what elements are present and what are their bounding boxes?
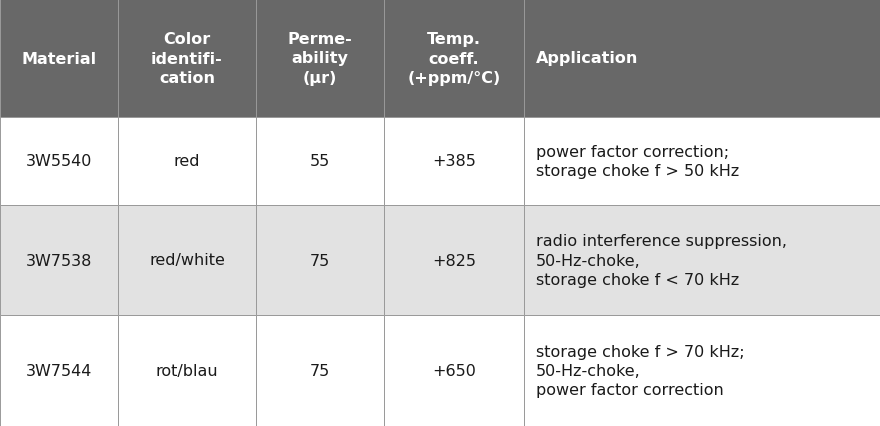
Bar	[384, 315, 524, 426]
Bar	[524, 205, 880, 315]
Bar	[118, 315, 256, 426]
Bar	[384, 0, 524, 118]
Bar	[524, 0, 880, 118]
Bar	[118, 118, 256, 205]
Bar	[384, 205, 524, 315]
Text: Material: Material	[21, 52, 97, 66]
Text: storage choke f > 70 kHz;
50-Hz-choke,
power factor correction: storage choke f > 70 kHz; 50-Hz-choke, p…	[536, 344, 744, 397]
Bar	[0, 205, 118, 315]
Bar	[384, 118, 524, 205]
Bar	[256, 205, 384, 315]
Text: 3W7538: 3W7538	[26, 253, 92, 268]
Bar	[256, 315, 384, 426]
Text: Temp.
coeff.
(+ppm/°C): Temp. coeff. (+ppm/°C)	[407, 32, 501, 86]
Text: +825: +825	[432, 253, 476, 268]
Bar	[524, 315, 880, 426]
Text: Color
identifi-
cation: Color identifi- cation	[151, 32, 223, 86]
Text: rot/blau: rot/blau	[156, 363, 218, 378]
Bar	[0, 315, 118, 426]
Bar	[118, 205, 256, 315]
Text: power factor correction;
storage choke f > 50 kHz: power factor correction; storage choke f…	[536, 144, 739, 178]
Text: Application: Application	[536, 52, 638, 66]
Text: 75: 75	[310, 253, 330, 268]
Text: 55: 55	[310, 154, 330, 169]
Text: Perme-
ability
(μr): Perme- ability (μr)	[288, 32, 352, 86]
Text: 3W5540: 3W5540	[26, 154, 92, 169]
Bar	[256, 0, 384, 118]
Text: red/white: red/white	[149, 253, 225, 268]
Text: red: red	[173, 154, 201, 169]
Text: +385: +385	[432, 154, 476, 169]
Text: 75: 75	[310, 363, 330, 378]
Text: 3W7544: 3W7544	[26, 363, 92, 378]
Bar	[0, 118, 118, 205]
Bar	[256, 118, 384, 205]
Bar	[118, 0, 256, 118]
Text: radio interference suppression,
50-Hz-choke,
storage choke f < 70 kHz: radio interference suppression, 50-Hz-ch…	[536, 234, 787, 287]
Text: +650: +650	[432, 363, 476, 378]
Bar	[0, 0, 118, 118]
Bar	[524, 118, 880, 205]
